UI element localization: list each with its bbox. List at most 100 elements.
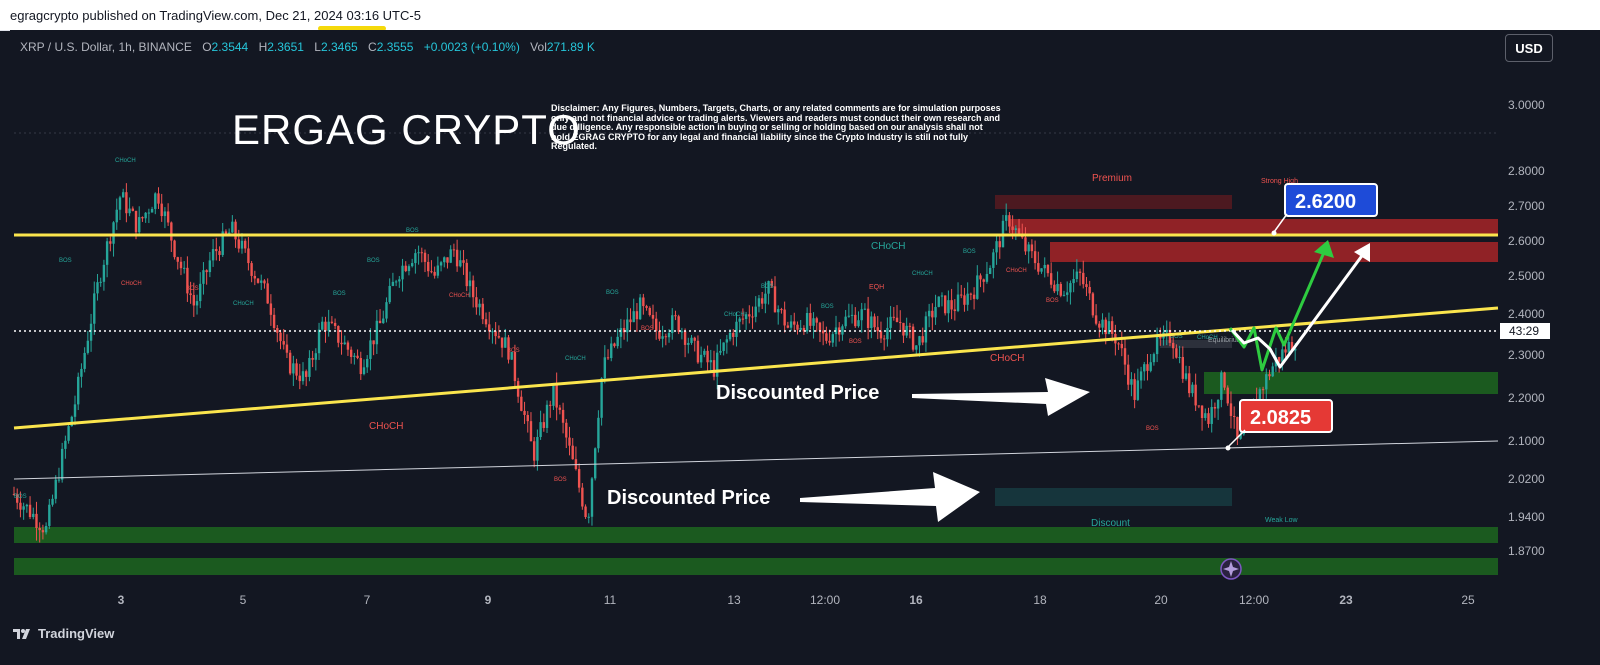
candle (767, 281, 770, 294)
candle (956, 294, 960, 311)
candle (38, 528, 41, 531)
candle (1117, 343, 1120, 345)
candle (60, 448, 64, 480)
candle (221, 231, 224, 255)
candle (353, 355, 356, 357)
countdown-label: 43:29 (1509, 324, 1539, 338)
price-axis-tick: 1.9400 (1508, 510, 1545, 524)
candle (706, 350, 709, 363)
candle (330, 321, 334, 323)
candle (308, 358, 311, 377)
candle (831, 334, 835, 343)
candle (1056, 283, 1059, 292)
price-axis-tick: 2.5000 (1508, 269, 1545, 283)
candle (998, 241, 1001, 248)
zone-caption: Strong High (1261, 178, 1298, 185)
candle (48, 504, 51, 526)
candle (744, 314, 748, 319)
currency-button[interactable]: USD (1505, 34, 1553, 62)
target-price-callout[interactable] (1284, 183, 1378, 217)
candle (298, 375, 301, 382)
support-trendline[interactable] (13, 440, 1499, 480)
candle (465, 262, 468, 287)
candle (243, 240, 247, 249)
structure-label: BOS (849, 339, 862, 345)
candle (423, 252, 427, 262)
candle (568, 437, 571, 446)
support-price-callout[interactable] (1239, 399, 1333, 433)
candle (658, 331, 661, 339)
structure-label: CHoCH (449, 293, 470, 299)
candle (732, 332, 735, 337)
candle (449, 249, 452, 263)
candle (577, 469, 581, 488)
candle (202, 270, 205, 284)
candle (709, 360, 712, 363)
candle (173, 240, 176, 258)
price-axis-tick: 2.6000 (1508, 234, 1545, 248)
candle (93, 293, 96, 324)
alternate-projection-arrowhead (1354, 243, 1370, 262)
zone-caption: EQH (869, 284, 884, 291)
candle (1165, 329, 1168, 333)
high-label: H (258, 40, 268, 54)
candle (321, 321, 324, 330)
candle (892, 316, 896, 318)
candle (699, 354, 703, 363)
tradingview-logo[interactable]: TradingView (12, 626, 114, 641)
candle (1075, 271, 1079, 280)
candle (648, 307, 651, 315)
low-label: L (314, 40, 321, 54)
candle (263, 280, 266, 284)
time-axis-tick: 23 (1339, 593, 1353, 607)
publisher-text: egragcrypto published on TradingView.com… (10, 8, 421, 23)
structure-label: CHoCH (912, 271, 933, 277)
candle (237, 239, 240, 249)
candle (282, 341, 285, 345)
candle (404, 265, 407, 272)
candle (83, 352, 86, 369)
candle (847, 315, 851, 317)
ascending-trendline[interactable] (13, 306, 1499, 430)
candle (343, 342, 346, 345)
candle (240, 240, 244, 249)
candle (1049, 273, 1053, 285)
price-axis-tick: 3.0000 (1508, 98, 1545, 112)
candle (1033, 251, 1037, 264)
price-axis-tick: 2.3000 (1508, 348, 1545, 362)
candle (931, 310, 934, 318)
candle (115, 209, 118, 223)
candle (1207, 413, 1210, 424)
candle (269, 303, 273, 315)
candle (866, 308, 870, 328)
candle (1004, 215, 1008, 221)
candle (1011, 226, 1014, 230)
candle (773, 286, 777, 313)
candle (484, 319, 488, 325)
candle (131, 208, 135, 211)
candle (841, 326, 844, 335)
candle (1040, 268, 1043, 272)
candle (1133, 379, 1136, 400)
candle (780, 309, 783, 311)
candle (696, 340, 700, 363)
candle (802, 327, 806, 332)
symbol-name[interactable]: XRP / U.S. Dollar, 1h, BINANCE (20, 40, 192, 54)
candle (80, 368, 83, 377)
zone-box (1050, 242, 1498, 262)
structure-label: CHoCH (115, 158, 136, 164)
candle (433, 271, 436, 276)
candle (581, 487, 584, 507)
candle (128, 208, 131, 214)
candle (1037, 263, 1040, 272)
candle (147, 212, 151, 214)
candle (1271, 366, 1274, 377)
candle (542, 422, 546, 428)
candle (1281, 349, 1284, 362)
candle (796, 324, 799, 330)
candle (388, 285, 391, 303)
symbol-legend[interactable]: XRP / U.S. Dollar, 1h, BINANCE O2.3544 H… (20, 40, 595, 54)
candle (825, 333, 828, 341)
